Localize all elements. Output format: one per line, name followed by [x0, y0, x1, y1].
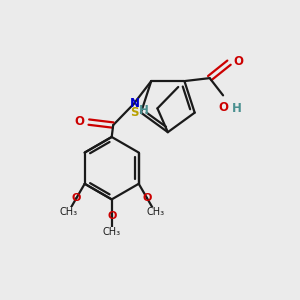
Text: O: O — [72, 193, 81, 203]
Text: CH₃: CH₃ — [59, 207, 77, 217]
Text: O: O — [233, 55, 243, 68]
Text: H: H — [231, 102, 241, 115]
Text: O: O — [75, 115, 85, 128]
Text: S: S — [130, 106, 139, 119]
Text: N: N — [130, 97, 140, 110]
Text: O: O — [107, 211, 116, 221]
Text: O: O — [142, 193, 152, 203]
Text: O: O — [218, 101, 228, 114]
Text: CH₃: CH₃ — [103, 227, 121, 237]
Text: CH₃: CH₃ — [146, 207, 164, 217]
Text: H: H — [139, 104, 149, 117]
